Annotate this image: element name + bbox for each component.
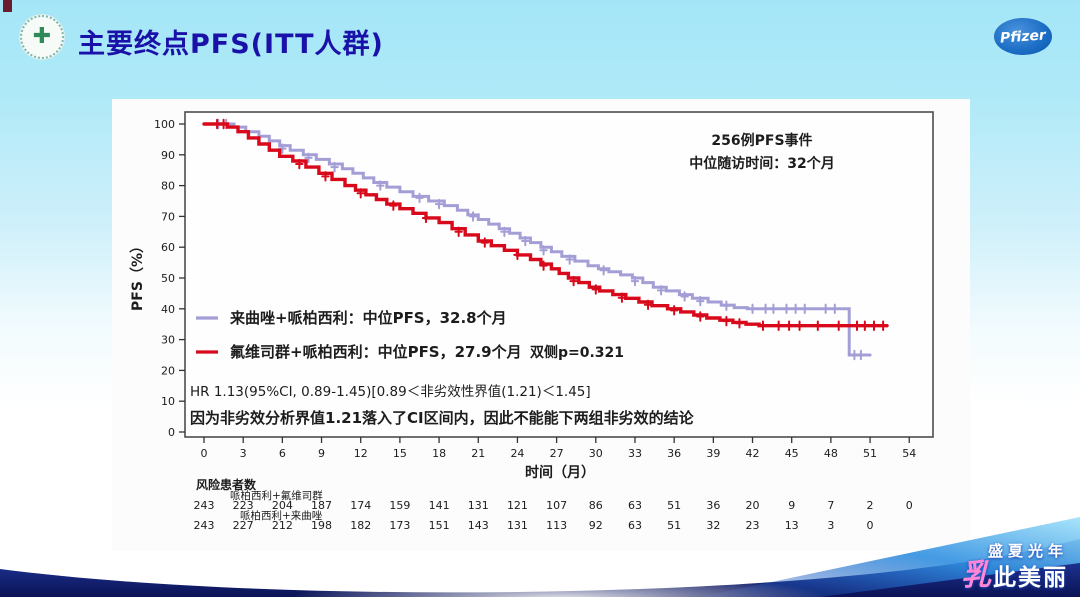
risk-count: 141 — [429, 499, 450, 512]
x-tick-label: 9 — [318, 447, 325, 460]
y-tick-label: 30 — [161, 334, 175, 347]
risk-count: 63 — [628, 499, 642, 512]
risk-count: 13 — [785, 519, 799, 532]
pfizer-logo: Pfizer — [994, 18, 1052, 55]
y-tick-label: 70 — [161, 210, 175, 223]
risk-count: 23 — [746, 519, 760, 532]
footer-wave-decoration — [0, 517, 1080, 597]
hazard-ratio-text: HR 1.13(95%CI, 0.89-1.45)[0.89＜非劣效性界值(1.… — [190, 384, 591, 400]
risk-count: 0 — [906, 499, 913, 512]
y-tick-label: 10 — [161, 395, 175, 408]
risk-count: 7 — [827, 499, 834, 512]
risk-count: 223 — [233, 499, 254, 512]
green-cross-icon: ✚ — [32, 24, 52, 49]
risk-count: 63 — [628, 519, 642, 532]
legend-label: 来曲唑+哌柏西利：中位PFS，32.8个月 — [229, 309, 507, 327]
slogan-line2: 乳此美丽 — [961, 557, 1068, 593]
risk-count: 51 — [667, 519, 681, 532]
risk-count: 159 — [389, 499, 410, 512]
y-tick-label: 0 — [168, 426, 175, 439]
x-tick-label: 54 — [902, 447, 916, 460]
slogan-line1: 盛夏光年 — [987, 541, 1068, 560]
x-tick-label: 45 — [785, 447, 799, 460]
km-curve-fulvestrant — [202, 122, 889, 328]
y-tick-label: 40 — [161, 303, 175, 316]
x-tick-label: 24 — [510, 447, 524, 460]
risk-count: 131 — [507, 519, 528, 532]
x-tick-label: 27 — [550, 447, 564, 460]
cyan-streak-shape — [700, 517, 1080, 597]
risk-count: 0 — [867, 519, 874, 532]
risk-count: 121 — [507, 499, 528, 512]
y-tick-label: 20 — [161, 364, 175, 377]
risk-count: 227 — [233, 519, 254, 532]
risk-count: 2 — [867, 499, 874, 512]
x-tick-label: 21 — [471, 447, 485, 460]
risk-count: 151 — [429, 519, 450, 532]
events-annotation: 256例PFS事件 — [711, 132, 812, 149]
y-tick-label: 90 — [161, 149, 175, 162]
p-value-label: 双侧p=0.321 — [530, 344, 624, 361]
x-tick-label: 18 — [432, 447, 446, 460]
figure-panel: 0 10 20 30 40 50 60 70 80 90 100 0 3 6 9 12 15 18 21 24 27 30… — [112, 99, 970, 551]
x-tick-label: 30 — [589, 447, 603, 460]
risk-count: 36 — [706, 499, 720, 512]
x-tick-label: 48 — [824, 447, 838, 460]
risk-count: 198 — [311, 519, 332, 532]
x-axis-label: 时间（月） — [525, 464, 595, 481]
risk-row-label: 哌柏西利+氟维司群 — [230, 489, 323, 502]
risk-count: 92 — [589, 519, 603, 532]
risk-count: 107 — [546, 499, 567, 512]
risk-count: 174 — [350, 499, 371, 512]
risk-count: 182 — [350, 519, 371, 532]
x-tick-label: 3 — [240, 447, 247, 460]
x-tick-label: 51 — [863, 447, 877, 460]
risk-count: 143 — [468, 519, 489, 532]
y-tick-label: 100 — [154, 118, 175, 131]
slogan-line2-accent: 乳 — [961, 557, 993, 593]
risk-count: 32 — [706, 519, 720, 532]
risk-count: 243 — [194, 499, 215, 512]
risk-count: 187 — [311, 499, 332, 512]
x-tick-label: 42 — [746, 447, 760, 460]
legend-label: 氟维司群+哌柏西利：中位PFS，27.9个月 — [230, 343, 522, 361]
risk-count: 243 — [194, 519, 215, 532]
x-tick-label: 12 — [354, 447, 368, 460]
risk-table-title: 风险患者数 — [196, 477, 257, 492]
risk-count: 86 — [589, 499, 603, 512]
risk-count: 9 — [788, 499, 795, 512]
followup-annotation: 中位随访时间：32个月 — [689, 155, 834, 172]
risk-count: 173 — [389, 519, 410, 532]
risk-count: 20 — [746, 499, 760, 512]
pfizer-logo-text: Pfizer — [999, 26, 1047, 47]
risk-count: 204 — [272, 499, 293, 512]
y-axis-label: PFS（%） — [130, 239, 146, 311]
y-tick-label: 50 — [161, 272, 175, 285]
x-tick-label: 33 — [628, 447, 642, 460]
x-tick-label: 36 — [667, 447, 681, 460]
risk-count: 131 — [468, 499, 489, 512]
conclusion-text: 因为非劣效分析界值1.21落入了CI区间内，因此不能能下两组非劣效的结论 — [190, 409, 695, 427]
km-curve-letrozole — [202, 122, 872, 357]
corner-artifact — [3, 0, 12, 12]
y-tick-label: 60 — [161, 241, 175, 254]
page-title: 主要终点PFS(ITT人群) — [78, 29, 384, 60]
hospital-logo: ✚ — [20, 15, 64, 59]
risk-count: 3 — [827, 519, 834, 532]
x-tick-label: 6 — [279, 447, 286, 460]
risk-count: 113 — [546, 519, 567, 532]
risk-count: 212 — [272, 519, 293, 532]
slogan-line2-rest: 此美丽 — [993, 564, 1068, 591]
center-glow — [290, 573, 830, 597]
risk-row-label: 哌柏西利+来曲唑 — [240, 509, 323, 522]
campaign-slogan: 盛夏光年 乳此美丽 — [961, 541, 1068, 593]
x-tick-label: 39 — [706, 447, 720, 460]
risk-count: 51 — [667, 499, 681, 512]
x-tick-label: 15 — [393, 447, 407, 460]
y-tick-label: 80 — [161, 180, 175, 193]
censor-marks-fulvestrant — [212, 118, 888, 331]
x-tick-label: 0 — [201, 447, 208, 460]
